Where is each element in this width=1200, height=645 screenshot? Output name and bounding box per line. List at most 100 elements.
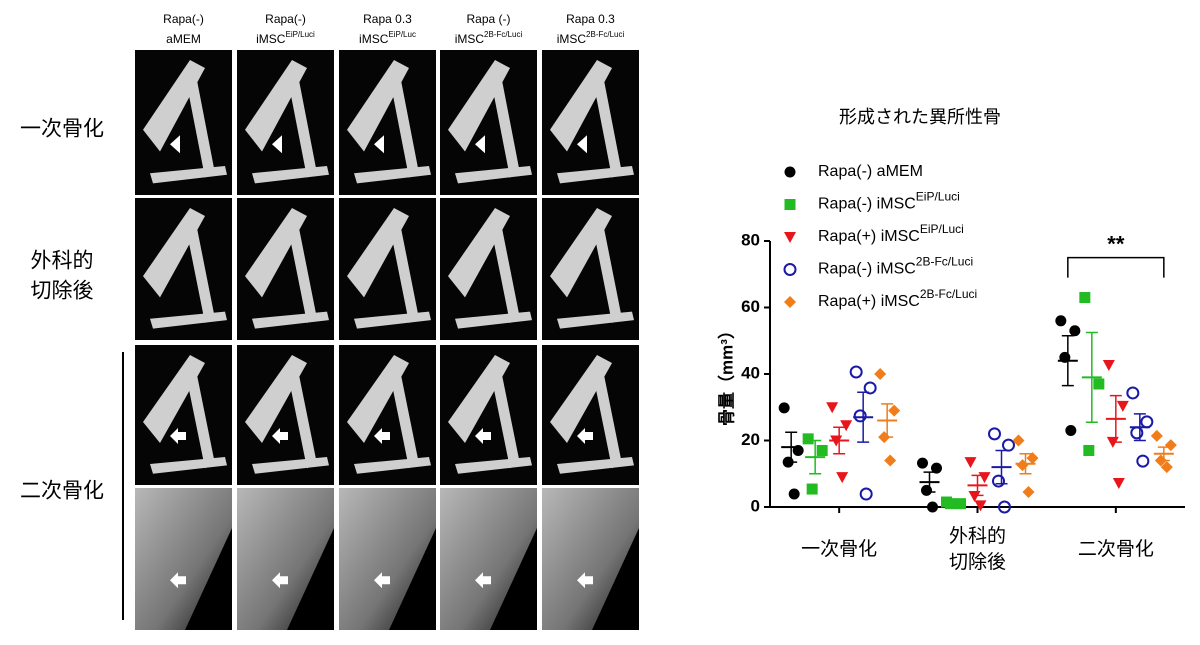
column-header: Rapa 0.3: [363, 12, 412, 26]
legend-label: Rapa(-) iMSC2B-Fc/Luci: [818, 255, 973, 278]
data-point: [974, 500, 987, 512]
data-point: [1016, 459, 1029, 472]
legend-sup: 2B-Fc/Luci: [920, 287, 977, 301]
y-tick-label: 0: [751, 496, 760, 515]
arrow: [272, 572, 288, 589]
row-label: 外科的: [31, 250, 94, 273]
bone-shape: [245, 60, 329, 184]
data-point: [1160, 461, 1173, 474]
bone-shape: [347, 355, 431, 474]
data-point: [888, 404, 901, 417]
row-label: 切除後: [31, 280, 94, 303]
y-tick-label: 60: [741, 297, 760, 316]
column-header-sup: EiP/Luc: [388, 30, 416, 39]
arrow: [475, 135, 485, 154]
column-header: aMEM: [166, 32, 201, 46]
arrow: [577, 572, 593, 589]
error-bar: [971, 474, 984, 497]
column-header-text: aMEM: [166, 32, 201, 46]
y-tick-label: 20: [741, 430, 760, 449]
column-header: Rapa 0.3: [566, 12, 615, 26]
xray-shape: [440, 488, 537, 630]
column-header-sup: 2B-Fc/Luci: [586, 30, 624, 39]
data-point: [1065, 425, 1077, 437]
data-point: [964, 457, 977, 469]
legend-marker: [784, 232, 796, 243]
data-point: [836, 472, 849, 484]
data-point: [1150, 429, 1163, 442]
data-point: [863, 381, 877, 395]
column-header: iMSCEiP/Luci: [256, 30, 315, 46]
data-point: [1136, 454, 1150, 468]
xray-shape: [542, 488, 639, 630]
data-point: [1026, 452, 1039, 465]
data-point: [849, 365, 863, 379]
data-point: [992, 474, 1005, 488]
data-point: [1022, 486, 1035, 499]
data-point: [1140, 415, 1154, 429]
error-bar: [1157, 446, 1170, 462]
data-point: [921, 484, 932, 496]
data-point: [1002, 438, 1015, 452]
legend-label: Rapa(-) iMSCEiP/Luci: [818, 190, 960, 213]
row-label: 一次骨化: [20, 118, 104, 141]
column-header-text: iMSC: [557, 32, 587, 46]
arrow: [170, 135, 180, 154]
column-header: Rapa(-): [163, 12, 204, 26]
data-point: [1112, 478, 1125, 490]
bone-shape: [448, 208, 532, 329]
legend-sup: EiP/Luci: [916, 190, 960, 204]
x-tick-label: 切除後: [949, 551, 1006, 573]
bone-shape: [550, 355, 634, 474]
bone-shape: [347, 60, 431, 184]
data-point: [1093, 378, 1105, 390]
data-point: [1130, 426, 1144, 440]
bone-shape: [143, 60, 227, 184]
data-point: [788, 488, 800, 500]
arrow: [577, 428, 593, 444]
data-point: [802, 433, 814, 445]
column-header: iMSC2B-Fc/Luci: [455, 30, 523, 46]
legend-marker: [783, 263, 797, 276]
data-point: [816, 444, 828, 456]
column-header: iMSCEiP/Luc: [359, 30, 416, 46]
x-tick-label: 外科的: [949, 525, 1006, 547]
error-bar: [1061, 335, 1074, 387]
error-bar: [809, 439, 822, 475]
legend-text: Rapa(-) iMSC: [818, 261, 916, 278]
legend-label: Rapa(-) aMEM: [818, 163, 923, 180]
bone-shape: [143, 355, 227, 474]
column-header-text: iMSC: [359, 32, 389, 46]
column-header: iMSC2B-Fc/Luci: [557, 30, 625, 46]
arrow: [577, 135, 587, 154]
column-header-sup: EiP/Luci: [285, 30, 315, 39]
error-bar: [881, 403, 894, 438]
column-header: Rapa (-): [466, 12, 510, 26]
legend-text: Rapa(+) iMSC: [818, 293, 920, 310]
arrow: [170, 572, 186, 589]
data-point: [1069, 325, 1081, 337]
error-bar: [1019, 453, 1032, 475]
error-bar: [947, 501, 960, 505]
error-bar: [923, 471, 936, 493]
legend-text: Rapa(+) iMSC: [818, 228, 920, 245]
error-bar: [833, 426, 846, 455]
bone-shape: [448, 60, 532, 184]
bone-shape: [245, 355, 329, 474]
data-point: [1079, 292, 1091, 304]
x-tick-label: 一次骨化: [801, 538, 877, 560]
legend-label: Rapa(+) iMSC2B-Fc/Luci: [818, 287, 977, 310]
error-bar: [857, 391, 870, 443]
data-point: [1116, 400, 1129, 412]
data-point: [917, 457, 928, 469]
data-point: [778, 402, 790, 414]
bone-shape: [347, 208, 431, 329]
image-panel: [135, 50, 639, 630]
y-tick-label: 40: [741, 363, 760, 382]
row-label: 二次骨化: [20, 480, 104, 503]
legend-label: Rapa(+) iMSCEiP/Luci: [818, 222, 964, 245]
data-point: [1164, 439, 1177, 452]
data-point: [1102, 360, 1115, 372]
data-point: [806, 483, 818, 495]
